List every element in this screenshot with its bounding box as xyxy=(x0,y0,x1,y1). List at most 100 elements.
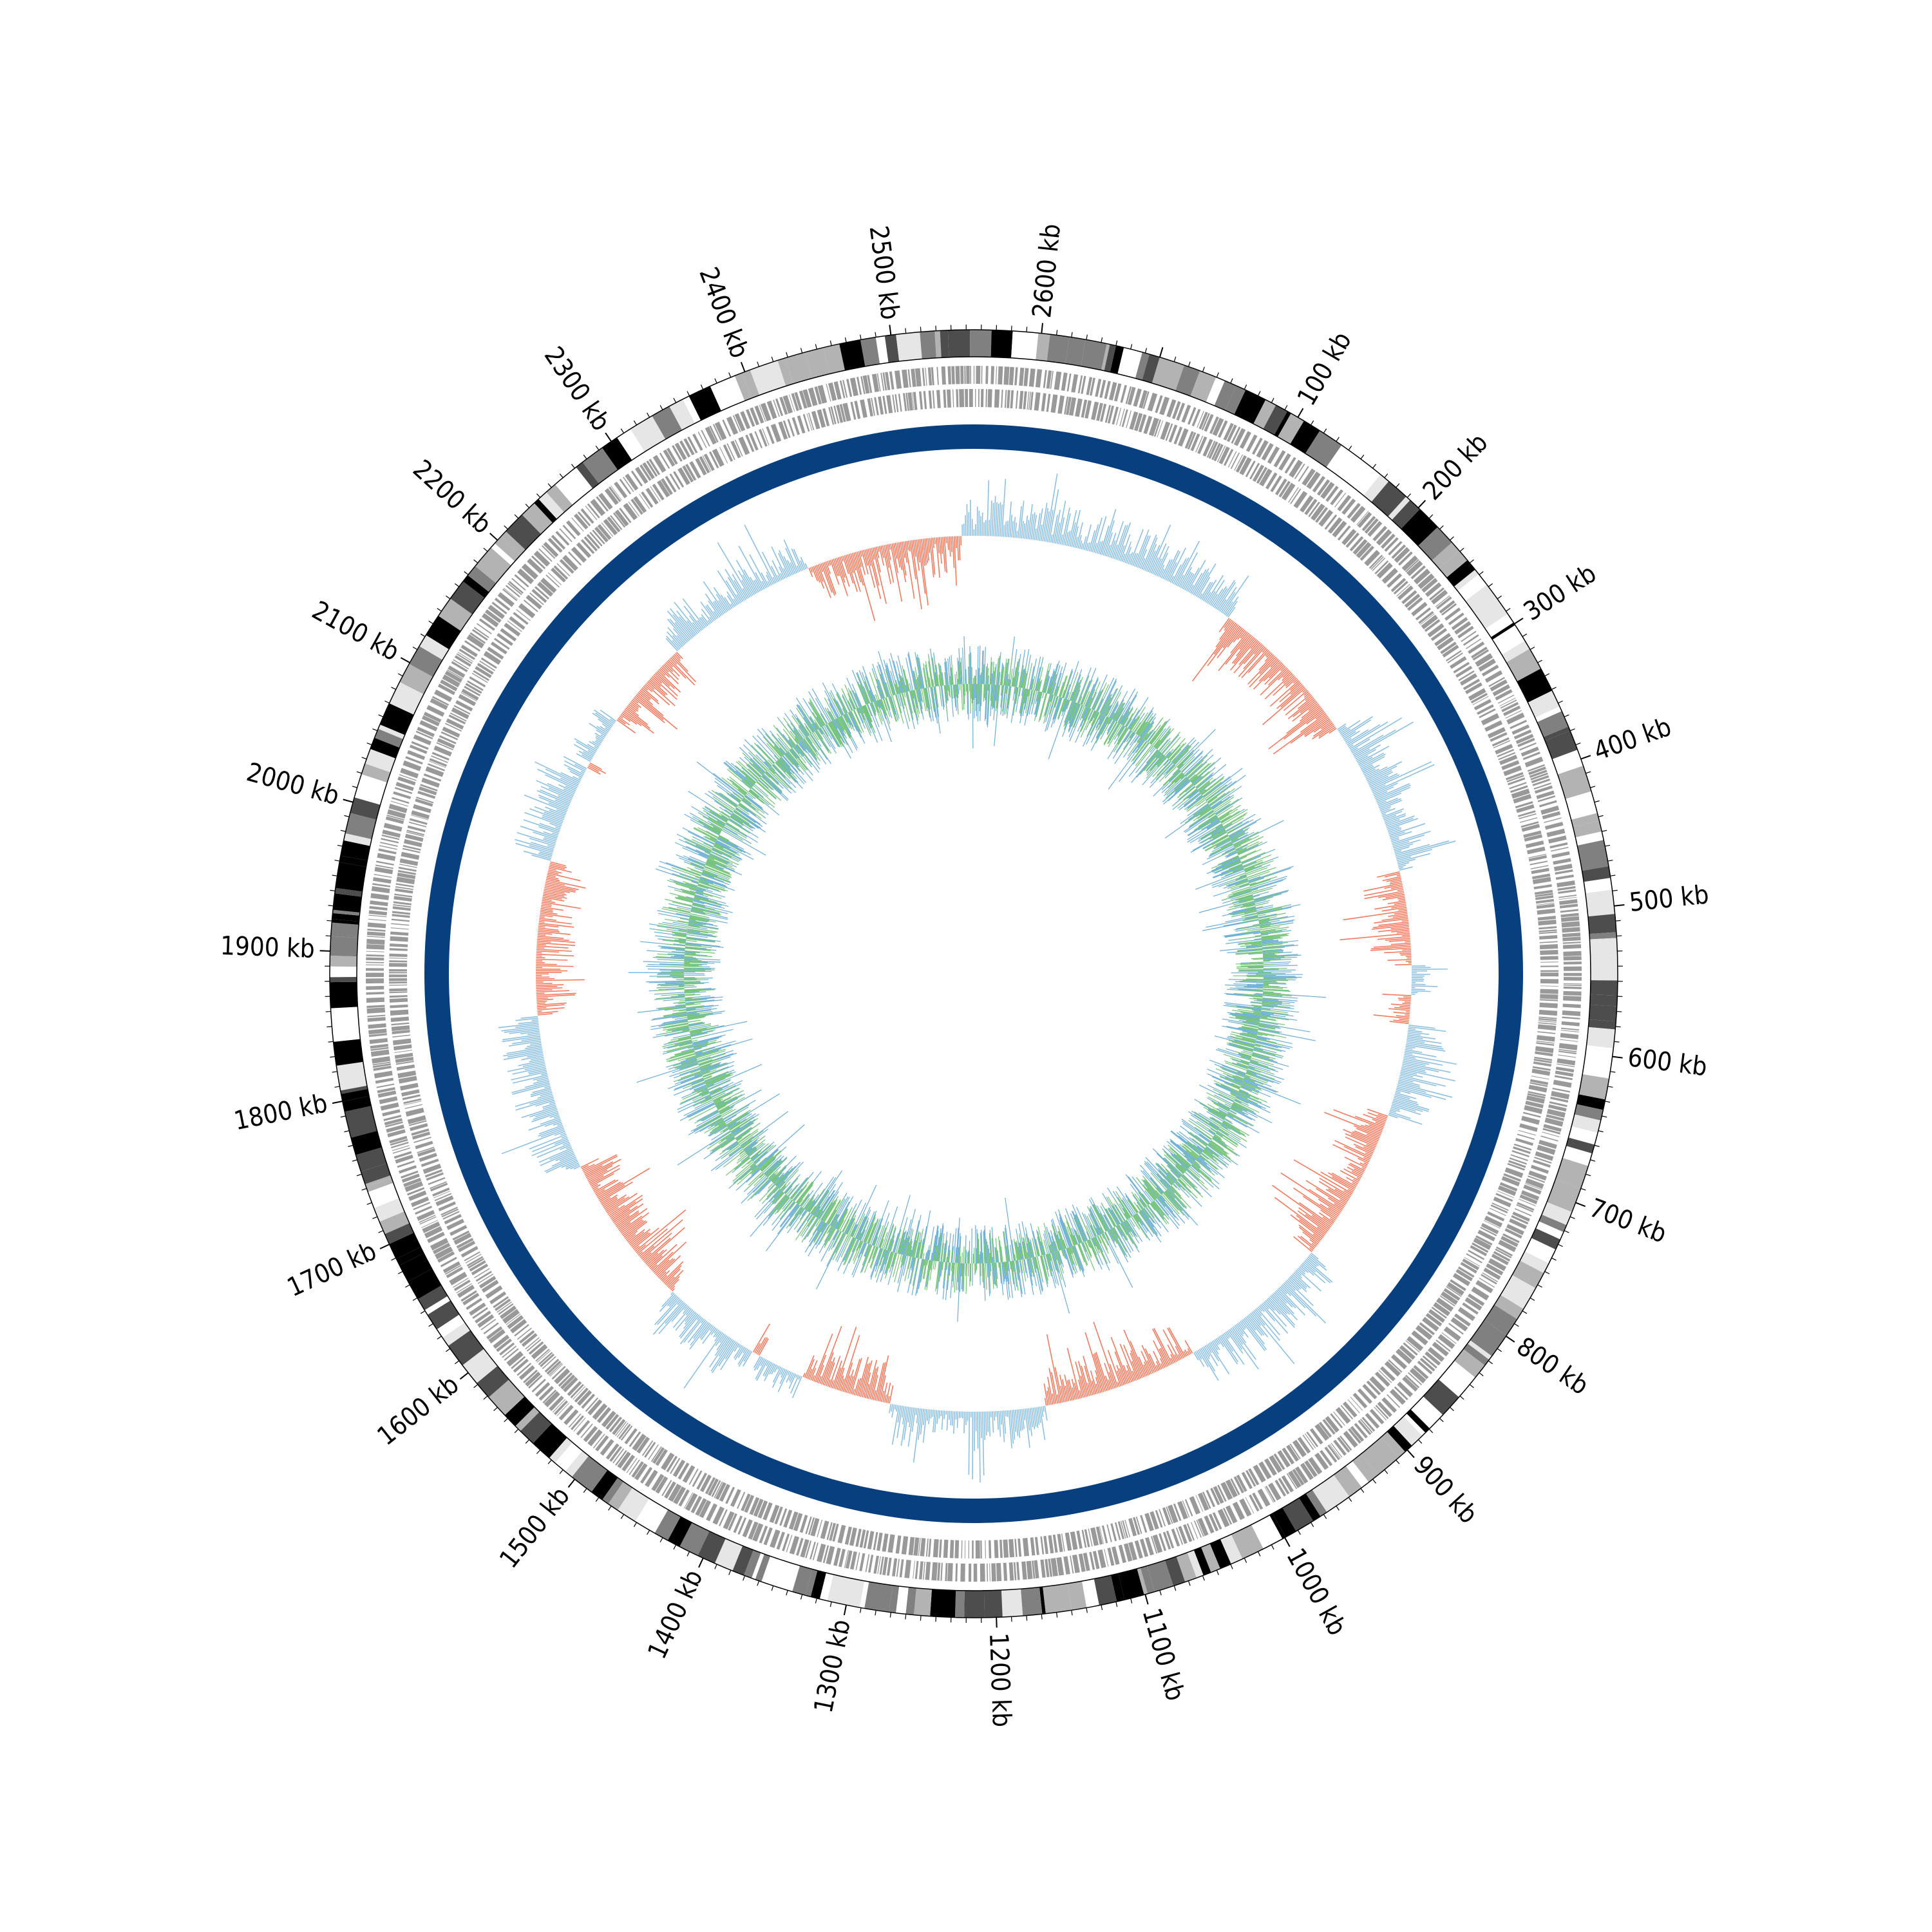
gene-feature xyxy=(1397,1381,1414,1397)
gene-feature xyxy=(999,1539,1003,1558)
gc-skew-bar xyxy=(708,600,721,618)
gc-skew-bar xyxy=(1206,574,1224,603)
gc-skew-bar xyxy=(1153,1328,1173,1365)
gene-feature xyxy=(1357,1388,1372,1405)
gc-skew-bar xyxy=(1279,682,1302,703)
gene-feature xyxy=(1528,1175,1546,1183)
minor-tick xyxy=(920,327,922,332)
gc-content-bar xyxy=(1170,742,1187,761)
gene-feature xyxy=(491,601,507,614)
gc-content-bar xyxy=(1188,810,1214,828)
gc-content-bar xyxy=(1233,831,1259,846)
minor-tick xyxy=(1602,829,1607,832)
gc-content-bar xyxy=(1103,721,1117,744)
gc-skew-bar xyxy=(683,1312,697,1329)
gc-skew-bar xyxy=(1162,559,1173,580)
gene-feature xyxy=(657,480,670,498)
gc-skew-bar xyxy=(1381,813,1387,816)
ideogram-band xyxy=(970,330,992,357)
gc-skew-bar xyxy=(585,1159,621,1179)
gene-feature xyxy=(432,1242,451,1255)
gc-skew-bar xyxy=(1311,1215,1331,1229)
gc-skew-bar xyxy=(624,708,650,729)
ideogram-band xyxy=(331,1019,361,1042)
gc-skew-bar xyxy=(1264,672,1293,699)
gene-feature xyxy=(1380,1366,1396,1381)
gc-content-bar xyxy=(1245,1020,1260,1024)
gc-skew-bar xyxy=(625,707,649,726)
gene-feature xyxy=(369,905,388,911)
gc-skew-bar xyxy=(924,538,929,564)
gc-content-bar xyxy=(1245,866,1265,875)
gene-feature xyxy=(1018,1539,1022,1557)
gc-skew-bar xyxy=(549,866,572,873)
gene-feature xyxy=(1497,748,1515,757)
gc-skew-bar xyxy=(1357,745,1390,764)
gc-skew-bar xyxy=(1260,668,1289,696)
gc-skew-bar xyxy=(507,1050,543,1058)
gc-skew-bar xyxy=(536,790,571,805)
gene-feature xyxy=(404,1104,422,1110)
gc-content-bar xyxy=(1189,774,1196,781)
minor-tick xyxy=(1257,1551,1261,1557)
gene-feature xyxy=(618,1423,631,1439)
gc-content-bar xyxy=(1245,945,1262,948)
gene-feature xyxy=(410,1197,430,1208)
major-tick xyxy=(1406,1449,1415,1458)
gene-feature xyxy=(1076,1530,1083,1549)
gene-feature xyxy=(1230,452,1240,469)
gc-skew-bar xyxy=(842,1362,853,1392)
gene-feature xyxy=(1536,790,1555,799)
gc-content-bar xyxy=(1080,707,1090,727)
gc-content-bar xyxy=(1106,720,1115,734)
gc-skew-bar xyxy=(714,1331,722,1342)
gene-feature xyxy=(849,1551,857,1570)
ideogram-band xyxy=(361,1163,391,1184)
gc-skew-bar xyxy=(537,1010,558,1014)
gc-content-bar xyxy=(1233,1014,1260,1019)
gene-feature xyxy=(742,1519,753,1538)
gc-skew-bar xyxy=(509,1029,540,1034)
gene-feature xyxy=(504,622,521,637)
gc-skew-bar xyxy=(700,601,715,621)
gc-skew-bar xyxy=(1207,624,1239,667)
gc-content-bar xyxy=(1238,847,1255,856)
gc-content-bar xyxy=(1184,792,1200,806)
gc-skew-bar xyxy=(1371,945,1411,950)
gene-feature xyxy=(480,657,497,669)
gene-feature xyxy=(1562,1016,1580,1019)
gene-feature xyxy=(368,1033,387,1037)
gc-content-bar xyxy=(1235,981,1264,983)
gene-feature xyxy=(417,726,435,737)
gene-feature xyxy=(553,565,569,580)
gc-content-bar xyxy=(1206,820,1220,829)
gene-feature xyxy=(1560,1033,1579,1039)
minor-tick xyxy=(1439,1417,1444,1423)
gene-feature xyxy=(1099,379,1106,398)
gene-feature xyxy=(1252,1492,1264,1510)
gene-feature xyxy=(1530,860,1548,866)
gene-feature xyxy=(961,1540,963,1558)
gene-feature xyxy=(1162,1507,1171,1526)
gc-skew-bar xyxy=(530,1056,544,1061)
gene-feature xyxy=(573,1417,586,1432)
gene-feature xyxy=(805,1516,812,1535)
gc-skew-bar xyxy=(697,620,705,629)
gc-skew-bar xyxy=(1320,1171,1354,1192)
gene-feature xyxy=(1523,1184,1542,1195)
gene-feature xyxy=(430,1182,448,1192)
gene-feature xyxy=(1302,468,1316,486)
gene-feature xyxy=(672,445,683,462)
ideogram-band xyxy=(462,1349,498,1383)
gc-skew-bar xyxy=(1250,639,1258,649)
gene-feature xyxy=(389,960,408,963)
gc-content-bar xyxy=(1262,999,1295,1003)
gc-content-bar xyxy=(1226,939,1262,944)
gc-content-bar xyxy=(1231,1031,1257,1038)
gene-feature xyxy=(871,374,880,392)
gene-feature xyxy=(410,814,429,820)
gc-content-bar xyxy=(1245,994,1263,997)
gc-content-bar xyxy=(1251,958,1264,960)
gene-feature xyxy=(1433,1302,1451,1316)
gene-feature xyxy=(1502,705,1521,716)
